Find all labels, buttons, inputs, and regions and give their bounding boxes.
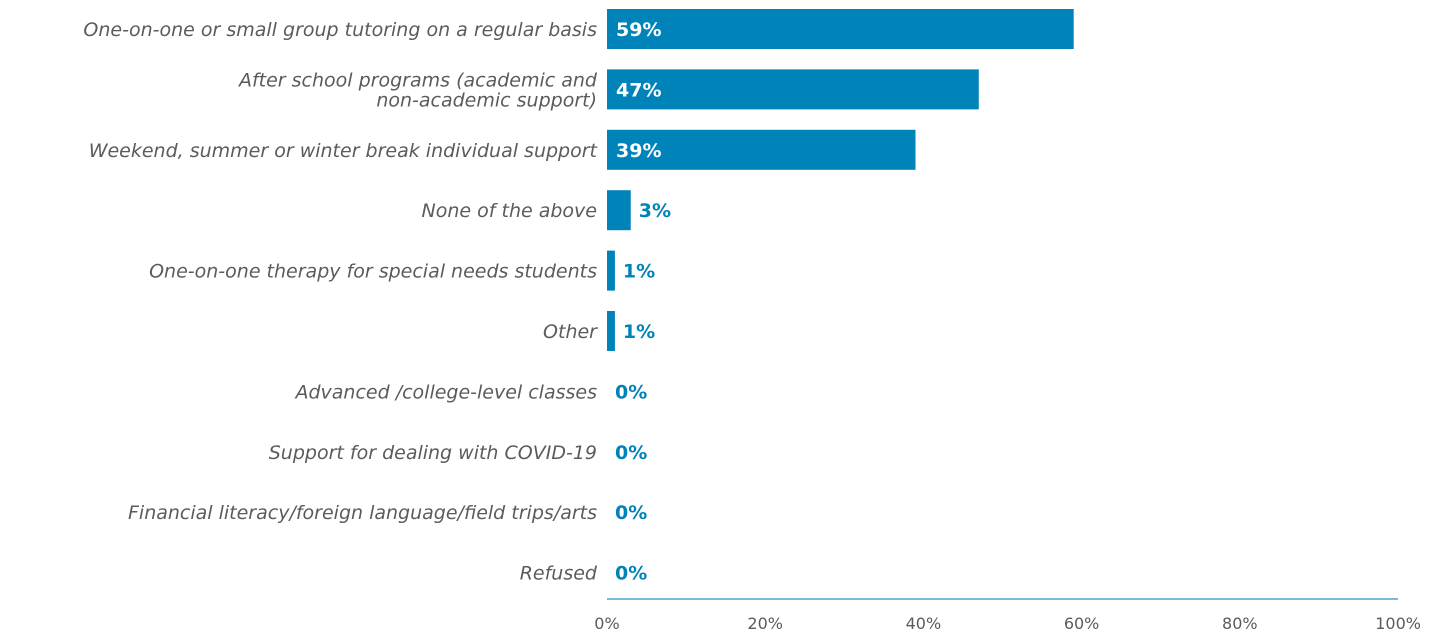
bar-3 — [607, 190, 631, 231]
value-label-5: 1% — [623, 321, 655, 343]
category-label-7: Support for dealing with COVID-19 — [269, 442, 597, 464]
value-label-3: 3% — [639, 200, 671, 222]
category-label-2: Weekend, summer or winter break individu… — [89, 140, 599, 162]
bar-0 — [607, 9, 1074, 49]
category-label-3: None of the above — [422, 200, 597, 222]
category-label-0: One-on-one or small group tutoring on a … — [83, 19, 597, 41]
value-label-7: 0% — [615, 442, 647, 464]
bars-layer — [607, 9, 1074, 351]
x-tick-label-5: 100% — [1375, 614, 1421, 633]
bar-2 — [607, 129, 916, 170]
x-axis: 0% 20% 40% 60% 80% 100% — [594, 598, 1421, 633]
bar-1 — [607, 69, 979, 110]
value-label-4: 1% — [623, 261, 655, 283]
category-label-8: Financial literacy/foreign language/fiel… — [128, 502, 597, 524]
value-label-0: 59% — [616, 19, 661, 41]
x-tick-label-3: 60% — [1064, 614, 1100, 633]
category-labels: One-on-one or small group tutoring on a … — [83, 19, 598, 585]
x-tick-label-4: 80% — [1222, 614, 1258, 633]
category-label-5: Other — [543, 321, 598, 343]
category-label-1-line-1: non-academic support) — [376, 89, 597, 111]
x-tick-label-1: 20% — [747, 614, 783, 633]
value-label-1: 47% — [616, 79, 661, 101]
bar-4 — [607, 250, 615, 291]
value-labels: 59% 47% 39% 3% 1% 1% 0% 0% 0% 0% — [615, 19, 671, 585]
category-label-4: One-on-one therapy for special needs stu… — [149, 261, 597, 283]
value-label-6: 0% — [615, 381, 647, 403]
category-label-9: Refused — [520, 563, 598, 585]
category-label-6: Advanced /college-level classes — [293, 381, 597, 403]
bar-5 — [607, 311, 615, 351]
value-label-8: 0% — [615, 502, 647, 524]
x-tick-label-2: 40% — [906, 614, 942, 633]
value-label-2: 39% — [616, 140, 661, 162]
category-label-1-line-0: After school programs (academic and — [237, 69, 598, 91]
value-label-9: 0% — [615, 563, 647, 585]
x-tick-label-0: 0% — [594, 614, 619, 633]
